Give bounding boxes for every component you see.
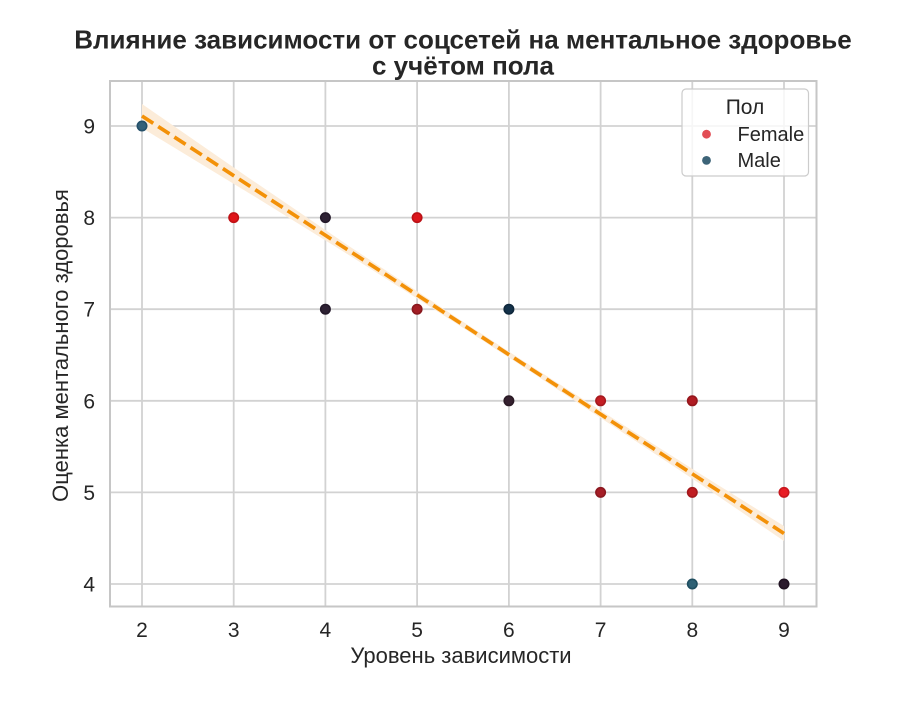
svg-text:8: 8 [686,619,698,642]
svg-text:Уровень зависимости: Уровень зависимости [350,643,571,668]
svg-text:5: 5 [83,482,95,505]
svg-text:4: 4 [83,574,95,597]
svg-text:Female: Female [738,124,805,146]
svg-text:2: 2 [136,619,148,642]
svg-text:5: 5 [411,619,423,642]
svg-text:6: 6 [503,619,515,642]
svg-text:Оценка ментального здоровья: Оценка ментального здоровья [48,189,73,502]
svg-text:9: 9 [83,116,95,139]
svg-text:Пол: Пол [726,96,765,119]
svg-text:Влияние зависимости от соцсете: Влияние зависимости от соцсетей на мента… [74,25,852,55]
svg-text:6: 6 [83,390,95,413]
svg-text:8: 8 [83,207,95,230]
svg-text:9: 9 [778,619,790,642]
svg-text:7: 7 [83,299,95,322]
svg-text:7: 7 [595,619,607,642]
svg-text:Male: Male [738,150,781,172]
svg-text:с учётом пола: с учётом пола [372,51,555,81]
svg-text:3: 3 [228,619,240,642]
svg-text:4: 4 [320,619,332,642]
